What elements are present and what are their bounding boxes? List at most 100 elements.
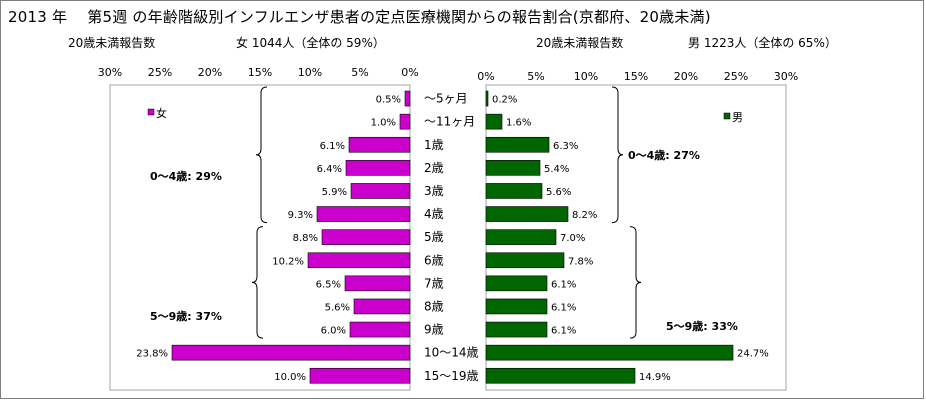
female-x-tick-label: 30% [98, 66, 122, 79]
chart-title: 2013 年 第5週 の年齢階級別インフルエンザ患者の定点医療機関からの報告割合… [8, 8, 711, 26]
male-data-label: 7.8% [568, 256, 593, 267]
female-bar [171, 344, 411, 361]
female-data-label: 6.5% [316, 279, 341, 290]
male-data-label: 6.1% [551, 326, 576, 337]
male-bar [485, 321, 548, 338]
male-annotation-5-9: 5～9歳: 33% [666, 319, 738, 333]
category-label: ～11ヶ月 [424, 115, 475, 129]
category-label: 9歳 [424, 323, 444, 337]
female-x-tick-label: 15% [248, 66, 272, 79]
female-bar [404, 90, 411, 107]
male-data-label: 5.4% [544, 164, 569, 175]
female-data-label: 6.1% [320, 141, 345, 152]
category-label: 2歳 [424, 161, 444, 175]
category-label: 4歳 [424, 207, 444, 221]
female-x-tick-label: 5% [351, 66, 368, 79]
female-bar [353, 298, 411, 315]
category-label: 3歳 [424, 184, 444, 198]
female-data-label: 5.9% [322, 187, 347, 198]
female-data-label: 23.8% [136, 349, 168, 360]
female-data-label: 1.0% [371, 118, 396, 129]
male-x-tick-label: 10% [574, 70, 598, 83]
category-label: 8歳 [424, 299, 444, 313]
male-bar [485, 367, 636, 384]
male-bar [485, 183, 543, 199]
category-label: 10～14歳 [424, 346, 479, 360]
male-data-label: 1.6% [506, 118, 531, 129]
female-annotation-0-4: 0～4歳: 29% [150, 169, 222, 183]
male-summary-label: 20歳未満報告数 [536, 36, 624, 50]
female-x-tick-label: 10% [298, 66, 322, 79]
male-x-tick-label: 0% [477, 70, 494, 83]
male-bar [485, 252, 565, 269]
female-bar [321, 229, 411, 245]
male-legend-swatch [723, 112, 731, 120]
male-data-label: 0.2% [492, 95, 517, 106]
male-legend-label: 男 [732, 111, 743, 124]
male-brace-0-4 [611, 86, 624, 224]
female-brace-0-4 [255, 86, 268, 224]
female-data-label: 6.4% [317, 164, 342, 175]
female-data-label: 10.2% [272, 256, 304, 267]
category-labels: ～5ヶ月 ～11ヶ月 1歳 2歳 3歳 4歳 5歳 6歳 7歳 8歳 9歳 10～14歳 15～19歳 [424, 92, 479, 383]
female-panel: 30% 25% 20% 15% 10% 5% 0% 0.5% 1.0% 6.1% 6.4% 5.9% 9… [98, 66, 419, 391]
male-x-tick-label: 20% [674, 70, 698, 83]
category-label: 6歳 [424, 253, 444, 267]
female-bar [348, 136, 411, 153]
male-data-label: 6.3% [553, 141, 578, 152]
female-legend-label: 女 [156, 106, 167, 120]
female-bar [309, 367, 411, 384]
male-data-label: 24.7% [737, 349, 769, 360]
female-data-label: 8.8% [293, 233, 318, 244]
female-bar [349, 321, 411, 338]
male-bar [485, 229, 557, 245]
female-x-tick-label: 20% [198, 66, 222, 79]
male-data-label: 7.0% [560, 233, 585, 244]
male-x-tick-label: 5% [527, 70, 544, 83]
male-bar [485, 160, 541, 176]
female-x-tick-label: 25% [148, 66, 172, 79]
male-bar [485, 136, 550, 153]
male-bar [485, 275, 548, 292]
female-bar [399, 113, 411, 130]
category-label: 15～19歳 [424, 369, 479, 383]
category-label: 7歳 [424, 276, 444, 290]
male-bar [485, 344, 734, 361]
male-summary-count: 男 1223人（全体の 65%） [688, 36, 837, 50]
category-label: 5歳 [424, 230, 444, 244]
female-bar [316, 206, 411, 222]
male-brace-5-9 [629, 226, 642, 339]
male-bar [485, 113, 503, 130]
female-bar [350, 183, 411, 199]
male-bar [485, 298, 548, 315]
female-summary-label: 20歳未満報告数 [68, 36, 156, 50]
male-data-label: 14.9% [639, 372, 671, 383]
male-data-label: 8.2% [572, 210, 597, 221]
male-x-tick-label: 25% [724, 70, 748, 83]
female-data-label: 9.3% [288, 210, 313, 221]
female-bar [345, 160, 411, 176]
female-bar [307, 252, 411, 269]
female-summary-count: 女 1044人（全体の 59%） [236, 36, 385, 50]
female-data-label: 6.0% [321, 326, 346, 337]
female-bar [344, 275, 411, 292]
male-annotation-0-4: 0～4歳: 27% [628, 148, 700, 162]
male-bar [485, 90, 489, 107]
male-panel: 0% 5% 10% 15% 20% 25% 30% 0.2% 1.6% 6.3% 5.4% 5.6% 8… [477, 70, 798, 391]
female-annotation-5-9: 5～9歳: 37% [150, 309, 222, 323]
male-data-label: 6.1% [551, 302, 576, 313]
male-bar [485, 206, 569, 222]
category-label: ～5ヶ月 [424, 92, 468, 106]
male-data-label: 5.6% [546, 187, 571, 198]
female-data-label: 10.0% [274, 372, 306, 383]
female-brace-5-9 [251, 226, 264, 339]
male-x-tick-label: 30% [774, 70, 798, 83]
female-x-tick-label: 0% [401, 66, 418, 79]
male-data-label: 6.1% [551, 279, 576, 290]
category-label: 1歳 [424, 138, 444, 152]
male-x-tick-label: 15% [624, 70, 648, 83]
female-data-label: 0.5% [376, 95, 401, 106]
